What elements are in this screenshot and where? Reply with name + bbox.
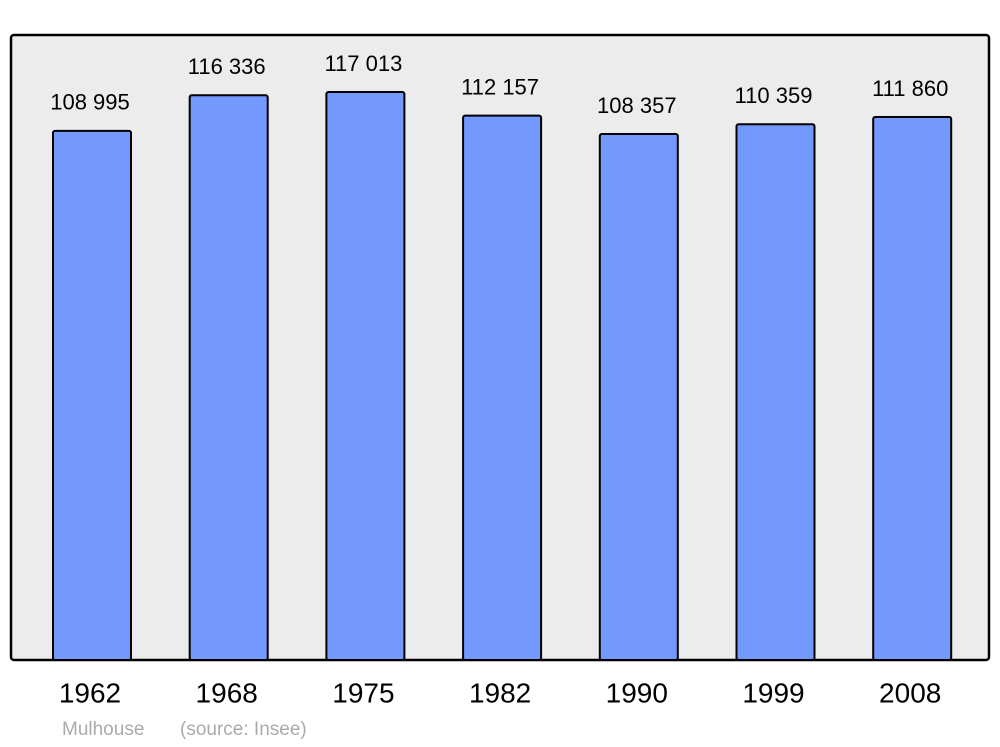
value-label: 110 359 xyxy=(735,83,813,108)
x-tick-label: 1962 xyxy=(59,677,121,708)
source: (source: Insee) xyxy=(180,719,307,740)
value-label: 108 357 xyxy=(597,93,677,118)
x-tick-label: 1990 xyxy=(606,677,668,708)
bar xyxy=(188,94,269,662)
x-tick-label: 1968 xyxy=(196,677,258,708)
value-label: 111 860 xyxy=(872,76,948,101)
x-tick-label: 2008 xyxy=(879,677,941,708)
value-label: 116 336 xyxy=(188,54,266,79)
bar xyxy=(598,133,679,661)
caption: Mulhouse xyxy=(62,719,144,740)
x-tick-label: 1982 xyxy=(469,677,531,708)
value-label: 117 013 xyxy=(324,51,402,76)
bar xyxy=(325,91,406,661)
bar xyxy=(735,123,816,662)
bar xyxy=(462,114,543,661)
x-tick-label: 1975 xyxy=(332,677,394,708)
x-tick-label: 1999 xyxy=(742,677,804,708)
value-label: 112 157 xyxy=(461,74,539,99)
value-label: 108 995 xyxy=(50,90,130,115)
bar xyxy=(52,129,132,662)
bar xyxy=(872,116,953,662)
